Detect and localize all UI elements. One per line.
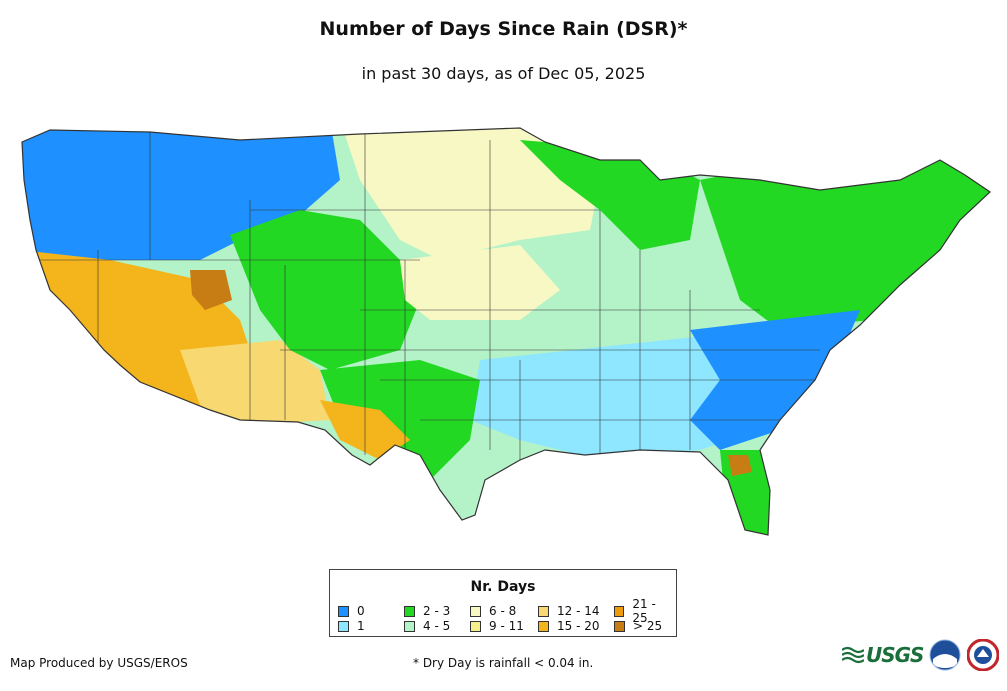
region-northeast-2-3-days	[700, 128, 990, 330]
map-title: Number of Days Since Rain (DSR)*	[319, 18, 688, 40]
us-outline	[21, 127, 991, 536]
legend-label: 6 - 8	[489, 604, 517, 618]
map-subtitle: in past 30 days, as of Dec 05, 2025	[361, 64, 646, 83]
legend-item: 4 - 5	[404, 619, 450, 633]
region-florida-over-25-days	[728, 455, 752, 476]
legend-label: 4 - 5	[423, 619, 451, 633]
dry-day-note: * Dry Day is rainfall < 0.04 in.	[413, 656, 594, 670]
us-dsr-map	[21, 127, 991, 536]
usgs-wave-icon	[842, 646, 864, 664]
legend-item: 2 - 3	[404, 604, 450, 618]
legend-label: 1	[357, 619, 365, 633]
legend-swatch	[338, 620, 349, 632]
legend-swatch	[404, 605, 415, 617]
usgs-logo: USGS	[842, 643, 924, 667]
region-northwest-0-days	[22, 128, 340, 260]
legend-item: 9 - 11	[470, 619, 524, 633]
state-boundaries	[22, 132, 860, 480]
legend-label: 9 - 11	[489, 619, 524, 633]
legend-swatch	[614, 620, 625, 632]
legend-swatch	[338, 605, 349, 617]
legend-label: 21 - 25	[632, 597, 656, 625]
region-rockies-2-3-days	[230, 210, 420, 370]
legend-title: Nr. Days	[470, 579, 536, 595]
legend-swatch	[614, 605, 625, 617]
nws-logo-icon	[967, 639, 1000, 671]
legend-swatch	[404, 620, 415, 632]
legend-swatch	[470, 605, 481, 617]
usgs-logo-text: USGS	[866, 643, 924, 667]
region-texas-2-3-days	[320, 360, 480, 480]
legend-item: 15 - 20	[538, 619, 600, 633]
region-arizona-12-14-days	[180, 340, 330, 425]
legend-label: 0	[357, 604, 365, 618]
legend-item: 6 - 8	[470, 604, 516, 618]
legend-item: 12 - 14	[538, 604, 600, 618]
agency-logos: USGS	[842, 639, 1000, 671]
legend-swatch	[470, 620, 481, 632]
legend-label: 2 - 3	[423, 604, 451, 618]
legend-label: 12 - 14	[557, 604, 600, 618]
legend-label: > 25	[633, 619, 663, 633]
region-central-plains-6-8-days	[400, 245, 560, 320]
noaa-logo-icon	[929, 639, 961, 671]
legend-item: > 25	[614, 619, 662, 633]
legend-item: 1	[338, 619, 365, 633]
legend-label: 15 - 20	[557, 619, 600, 633]
region-great-basin-over-25-days	[190, 270, 232, 310]
legend-item: 21 - 25	[614, 597, 672, 625]
credit-text: Map Produced by USGS/EROS	[10, 656, 188, 670]
legend-item: 0	[338, 604, 365, 618]
legend-swatch	[538, 605, 549, 617]
legend-swatch	[538, 620, 549, 632]
